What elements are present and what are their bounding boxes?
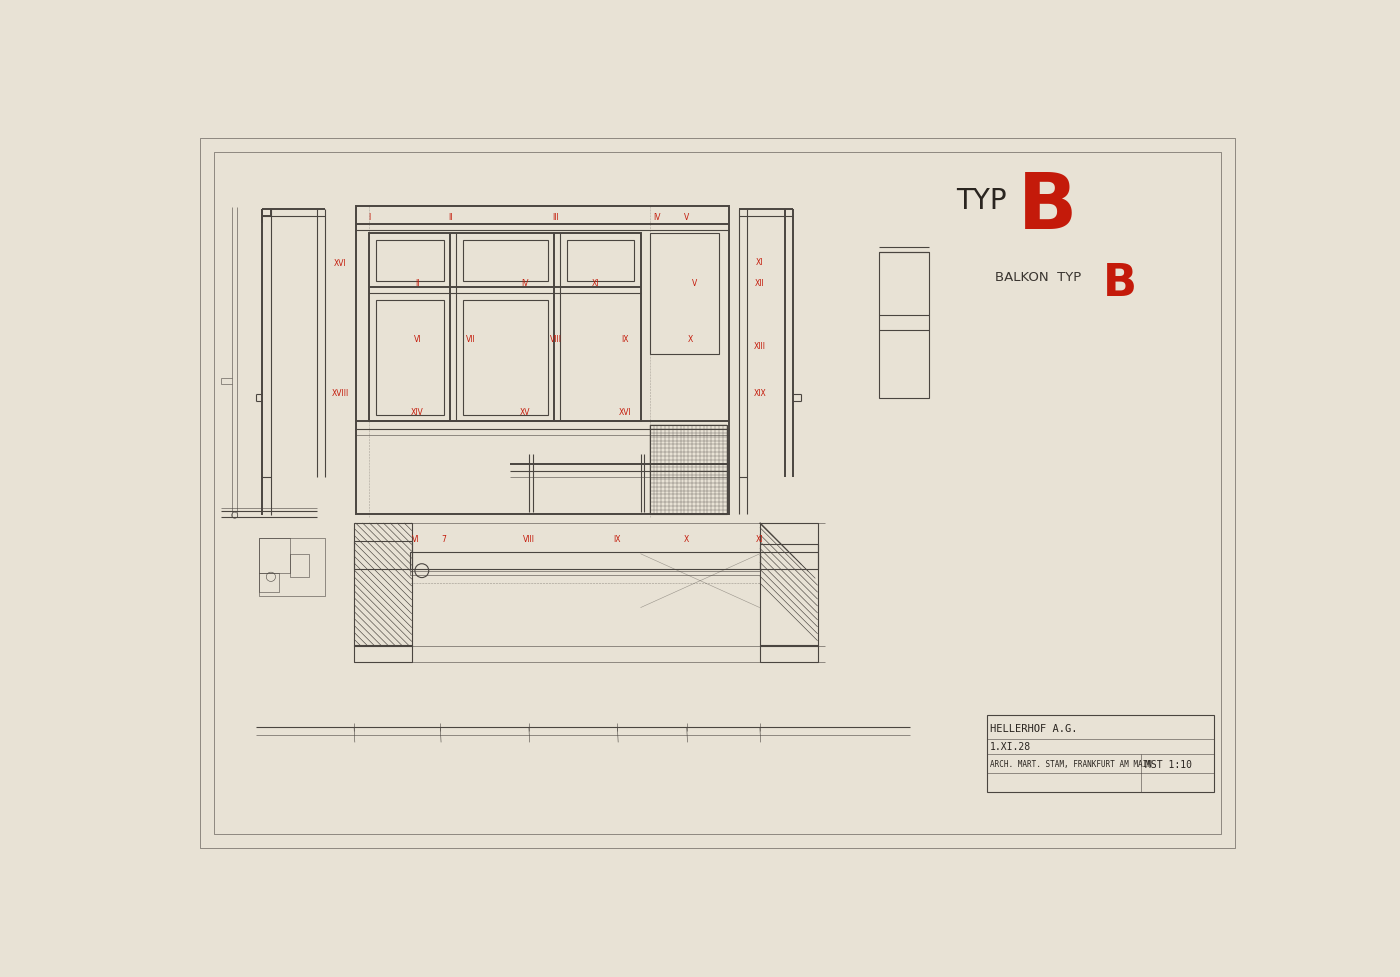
Text: B: B [1018,168,1077,244]
Text: XI: XI [592,278,599,288]
Text: III: III [553,213,559,222]
Text: 7: 7 [442,534,447,543]
Bar [567,240,634,281]
Bar [370,234,641,422]
Bar [354,541,412,570]
Text: ARCH. MART. STAM, FRANKFURT AM MAIN: ARCH. MART. STAM, FRANKFURT AM MAIN [990,760,1152,769]
Bar [354,524,412,647]
Text: XII: XII [755,278,764,288]
Text: B: B [1103,262,1137,305]
Bar [259,573,279,593]
Text: XVI: XVI [619,407,631,416]
Text: VI: VI [413,334,421,343]
Text: XIV: XIV [410,407,424,416]
Text: IX: IX [622,334,629,343]
Text: IV: IV [521,278,529,288]
Bar [356,206,729,514]
Text: V: V [692,278,697,288]
Text: XIII: XIII [753,342,766,351]
Text: BALKON  TYP: BALKON TYP [994,271,1081,283]
Bar [290,554,309,577]
Text: I: I [368,213,371,222]
Text: XVI: XVI [333,259,347,268]
Bar [354,645,412,661]
Bar [462,240,549,281]
Bar [410,572,760,575]
Bar [410,553,760,570]
Text: 1.XI.28: 1.XI.28 [990,742,1032,751]
Text: IX: IX [613,534,622,543]
Text: XVIII: XVIII [332,388,349,397]
Text: II: II [448,213,452,222]
Bar [462,300,549,415]
Bar [760,645,818,661]
Bar [987,716,1214,792]
Text: V: V [685,213,689,222]
Text: XI: XI [756,257,763,267]
Bar [650,426,727,514]
Bar [760,524,818,647]
Text: TYP: TYP [956,187,1007,214]
Text: XIX: XIX [753,388,766,397]
Bar [259,538,325,597]
Text: XV: XV [519,407,531,416]
Bar [259,538,290,573]
Bar [375,240,444,281]
Text: MST 1:10: MST 1:10 [1145,759,1191,769]
Text: XI: XI [756,534,763,543]
Bar [760,545,818,570]
Text: X: X [685,534,689,543]
Text: VI: VI [412,534,420,543]
Bar [375,300,444,415]
Text: II: II [414,278,420,288]
Text: VII: VII [466,334,476,343]
Text: VIII: VIII [522,534,535,543]
Bar [650,234,720,354]
Text: IV: IV [654,213,661,222]
Text: VIII: VIII [550,334,561,343]
Text: HELLERHOF A.G.: HELLERHOF A.G. [990,723,1078,733]
Bar [879,253,930,399]
Text: X: X [687,334,693,343]
